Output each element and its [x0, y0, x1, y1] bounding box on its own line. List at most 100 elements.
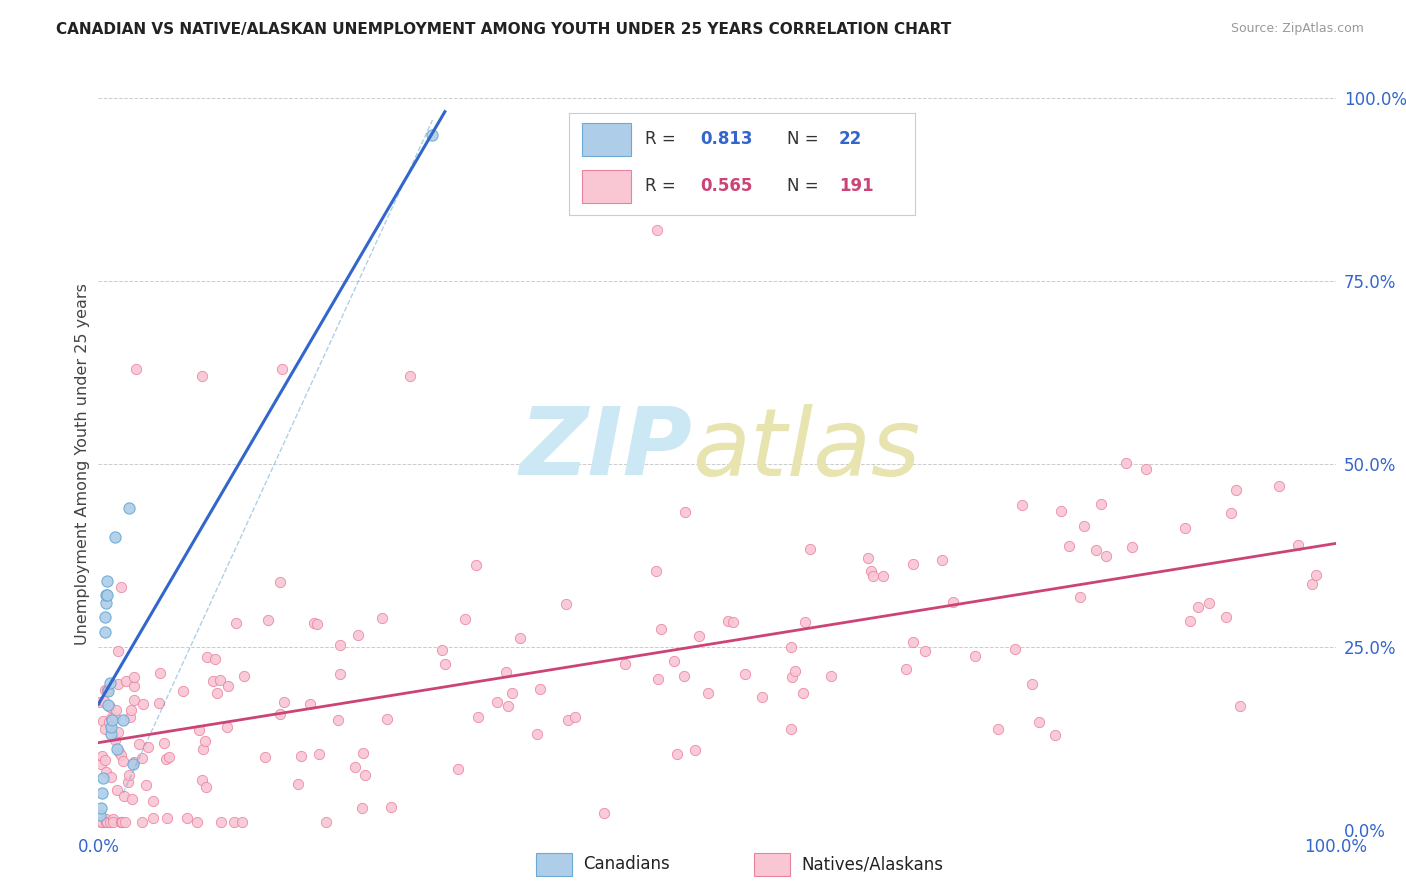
- Point: [1028, 715, 1050, 730]
- Point: [100, 720, 122, 734]
- Point: [121, 792, 143, 806]
- Point: [290, 748, 312, 763]
- Point: [564, 710, 586, 724]
- FancyBboxPatch shape: [582, 123, 631, 156]
- Point: [1043, 729, 1066, 743]
- Point: [422, 128, 444, 142]
- Point: [257, 613, 280, 627]
- Point: [152, 735, 174, 749]
- Point: [110, 815, 132, 830]
- Point: [430, 643, 453, 657]
- Point: [672, 668, 695, 682]
- Point: [433, 657, 456, 672]
- Point: [91, 786, 114, 800]
- Point: [93, 610, 115, 624]
- Point: [352, 801, 374, 815]
- Point: [90, 748, 112, 763]
- Point: [96, 812, 118, 826]
- Point: [105, 703, 128, 717]
- Point: [101, 713, 124, 727]
- Point: [1115, 456, 1137, 470]
- Point: [645, 564, 668, 578]
- Point: [104, 710, 127, 724]
- Point: [1095, 549, 1118, 563]
- Point: [136, 739, 159, 754]
- Point: [120, 702, 142, 716]
- Point: [329, 638, 352, 652]
- Point: [122, 679, 145, 693]
- Point: [100, 770, 122, 784]
- Point: [1090, 497, 1112, 511]
- Point: [195, 780, 218, 794]
- Point: [1187, 600, 1209, 615]
- Point: [131, 751, 153, 765]
- Point: [942, 595, 965, 609]
- Point: [1073, 519, 1095, 533]
- Point: [1301, 577, 1323, 591]
- Point: [107, 644, 129, 658]
- Point: [108, 745, 131, 759]
- Point: [112, 789, 135, 804]
- Point: [780, 722, 803, 736]
- Point: [862, 569, 884, 583]
- Point: [557, 713, 579, 727]
- Point: [149, 665, 172, 680]
- Point: [666, 747, 689, 761]
- Point: [465, 558, 488, 572]
- Point: [107, 783, 129, 797]
- Point: [107, 725, 129, 739]
- Text: 0.565: 0.565: [700, 178, 752, 195]
- Point: [132, 697, 155, 711]
- Point: [112, 713, 135, 727]
- Point: [273, 695, 295, 709]
- Point: [1021, 677, 1043, 691]
- Point: [91, 714, 114, 729]
- Text: 191: 191: [839, 178, 873, 195]
- Point: [90, 800, 112, 814]
- Point: [794, 615, 817, 629]
- Point: [101, 812, 124, 826]
- Point: [101, 815, 124, 830]
- Point: [253, 750, 276, 764]
- Point: [191, 772, 214, 787]
- Point: [269, 574, 291, 589]
- Point: [1286, 538, 1309, 552]
- Point: [302, 616, 325, 631]
- Point: [509, 631, 531, 645]
- Point: [1057, 539, 1080, 553]
- Point: [222, 815, 245, 830]
- Point: [191, 369, 214, 384]
- Point: [128, 737, 150, 751]
- Point: [205, 685, 228, 699]
- Point: [94, 722, 117, 736]
- Text: N =: N =: [787, 130, 824, 148]
- Point: [1121, 541, 1143, 555]
- Point: [495, 665, 517, 679]
- Text: Source: ZipAtlas.com: Source: ZipAtlas.com: [1230, 22, 1364, 36]
- Point: [673, 506, 696, 520]
- Point: [155, 751, 177, 765]
- Point: [662, 654, 685, 668]
- Point: [124, 755, 146, 769]
- Point: [148, 696, 170, 710]
- Point: [685, 743, 707, 757]
- Point: [354, 767, 377, 781]
- Point: [914, 644, 936, 658]
- Point: [1011, 498, 1033, 512]
- Point: [96, 815, 118, 830]
- Point: [91, 815, 114, 830]
- Text: N =: N =: [787, 178, 824, 195]
- Point: [894, 662, 917, 676]
- Text: 22: 22: [839, 130, 862, 148]
- Point: [186, 815, 208, 830]
- Point: [343, 760, 366, 774]
- Point: [209, 815, 232, 830]
- Point: [96, 574, 118, 588]
- Point: [204, 652, 226, 666]
- Point: [93, 753, 115, 767]
- Point: [100, 720, 122, 734]
- Point: [872, 568, 894, 582]
- Point: [110, 748, 132, 763]
- Point: [371, 611, 394, 625]
- Point: [901, 557, 924, 571]
